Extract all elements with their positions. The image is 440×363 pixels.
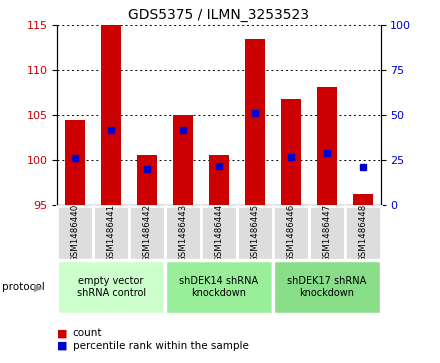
- Bar: [281, 99, 301, 205]
- Bar: [57, 260, 165, 314]
- Text: ■: ■: [57, 340, 68, 351]
- Text: percentile rank within the sample: percentile rank within the sample: [73, 340, 249, 351]
- Text: ■: ■: [57, 328, 68, 338]
- Bar: [101, 25, 121, 205]
- Bar: [237, 206, 273, 260]
- Text: GSM1486445: GSM1486445: [250, 204, 259, 262]
- Bar: [201, 206, 237, 260]
- Text: GSM1486448: GSM1486448: [358, 204, 367, 262]
- Text: GSM1486446: GSM1486446: [286, 204, 295, 262]
- Bar: [93, 206, 129, 260]
- Bar: [209, 155, 229, 205]
- Bar: [245, 39, 265, 205]
- Text: empty vector
shRNA control: empty vector shRNA control: [77, 276, 146, 298]
- Text: GSM1486440: GSM1486440: [71, 204, 80, 262]
- Bar: [57, 206, 93, 260]
- Text: shDEK14 shRNA
knockdown: shDEK14 shRNA knockdown: [180, 276, 258, 298]
- Bar: [65, 120, 85, 205]
- Bar: [309, 206, 345, 260]
- Bar: [317, 86, 337, 205]
- Bar: [345, 206, 381, 260]
- Text: GSM1486444: GSM1486444: [214, 204, 224, 262]
- Bar: [173, 115, 193, 205]
- Text: GSM1486441: GSM1486441: [106, 204, 116, 262]
- Text: GSM1486447: GSM1486447: [322, 204, 331, 262]
- Text: protocol: protocol: [2, 282, 45, 292]
- Text: shDEK17 shRNA
knockdown: shDEK17 shRNA knockdown: [287, 276, 367, 298]
- Text: GSM1486443: GSM1486443: [179, 204, 187, 262]
- Bar: [273, 206, 309, 260]
- Text: count: count: [73, 328, 102, 338]
- Title: GDS5375 / ILMN_3253523: GDS5375 / ILMN_3253523: [128, 8, 309, 22]
- Text: ▶: ▶: [34, 282, 42, 293]
- Bar: [165, 206, 201, 260]
- Bar: [129, 206, 165, 260]
- Bar: [273, 260, 381, 314]
- Text: GSM1486442: GSM1486442: [143, 204, 151, 262]
- Bar: [137, 155, 157, 205]
- Bar: [353, 194, 373, 205]
- Bar: [165, 260, 273, 314]
